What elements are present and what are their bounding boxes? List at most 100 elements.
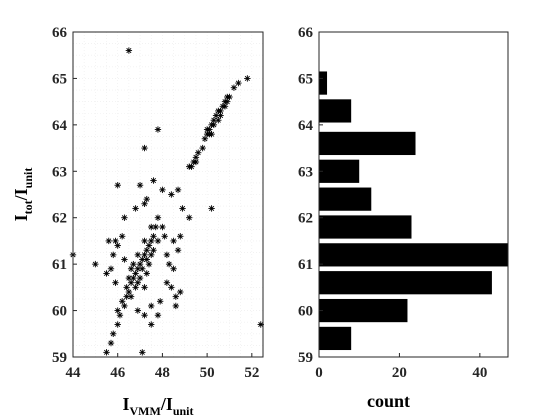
data-point (159, 223, 166, 231)
y-tick-label: 65 (52, 71, 67, 87)
data-point (150, 247, 157, 254)
data-point (125, 274, 133, 282)
data-point (154, 214, 162, 221)
data-point (110, 330, 117, 337)
data-point (114, 307, 121, 314)
histogram-x-ticks: 0 20 40 (315, 353, 487, 381)
data-point (163, 279, 171, 286)
data-point (141, 251, 148, 259)
scatter-panel: 44 46 48 50 52 59 60 61 62 63 64 65 66 IVMM/Iunit I… (11, 25, 264, 418)
y-tick-label: 60 (52, 304, 67, 320)
data-point (217, 112, 224, 119)
data-point (139, 349, 146, 356)
data-point (235, 79, 242, 87)
data-point (92, 260, 99, 268)
scatter-y-ticks: 59 60 61 62 63 64 65 66 (52, 25, 77, 366)
data-point (114, 321, 121, 328)
data-point (161, 233, 168, 240)
data-point (127, 265, 135, 272)
data-point (141, 200, 148, 207)
data-point (168, 284, 175, 291)
data-point (174, 186, 182, 194)
data-point (148, 223, 155, 231)
y-tick-label: 61 (298, 257, 313, 273)
data-point (208, 205, 215, 212)
data-point (179, 205, 186, 212)
data-point (186, 163, 193, 170)
histogram-bar (319, 298, 408, 323)
data-point (105, 237, 112, 245)
data-point (177, 288, 184, 296)
data-point (154, 126, 162, 133)
histogram-bar (319, 271, 492, 295)
histogram-y-ticks: 59 60 61 62 63 64 65 66 (298, 25, 323, 366)
x-tick-label: 46 (110, 365, 126, 381)
y-tick-label: 62 (298, 211, 313, 227)
data-point (118, 298, 126, 305)
data-point (177, 233, 184, 240)
data-point (134, 279, 142, 286)
histogram-bars (319, 71, 508, 351)
scatter-points (69, 47, 264, 356)
data-point (132, 270, 139, 277)
data-point (103, 349, 110, 356)
data-point (174, 247, 182, 254)
data-point (148, 237, 155, 245)
data-point (224, 93, 231, 101)
data-point (163, 251, 171, 259)
x-tick-label: 52 (244, 365, 259, 381)
scatter-frame (72, 31, 264, 358)
data-point (134, 307, 142, 314)
data-point (141, 312, 148, 319)
data-point (121, 214, 128, 221)
x-tick-label: 40 (472, 365, 487, 381)
data-point (143, 256, 150, 263)
data-point (114, 242, 121, 249)
data-point (136, 182, 144, 189)
y-tick-label: 63 (52, 164, 67, 180)
data-point (210, 121, 218, 129)
scatter-x-ticks: 44 46 48 50 52 (66, 353, 259, 381)
data-point (186, 214, 193, 221)
data-point (112, 279, 119, 286)
data-point (132, 284, 139, 291)
y-tick-label: 59 (298, 350, 313, 366)
x-tick-label: 44 (66, 365, 82, 381)
data-point (130, 260, 137, 268)
data-point (244, 75, 251, 82)
data-point (168, 191, 175, 198)
histogram-bar (319, 131, 416, 156)
histogram-bar (319, 159, 360, 183)
data-point (148, 251, 155, 259)
y-tick-label: 64 (52, 118, 68, 134)
histogram-bar (319, 99, 352, 123)
x-tick-label: 48 (155, 365, 170, 381)
y-tick-label: 66 (52, 25, 68, 41)
data-point (148, 321, 155, 328)
y-tick-label: 64 (298, 118, 314, 134)
data-point (130, 274, 137, 282)
data-point (170, 265, 177, 272)
histogram-bar (319, 326, 352, 351)
data-point (118, 233, 126, 240)
data-point (143, 270, 150, 277)
data-point (192, 158, 200, 166)
data-point (143, 195, 150, 203)
data-point (199, 144, 206, 152)
histogram-bar (319, 71, 328, 95)
y-tick-label: 60 (298, 304, 313, 320)
data-point (107, 265, 115, 272)
data-point (154, 312, 162, 319)
data-point (215, 117, 222, 124)
data-point (112, 237, 119, 245)
data-point (134, 265, 142, 272)
data-point (127, 293, 135, 300)
histogram-frame (318, 31, 509, 358)
histogram-bar (319, 187, 372, 211)
data-point (139, 265, 146, 272)
y-tick-label: 59 (52, 350, 67, 366)
data-point (156, 298, 164, 305)
scatter-x-axis-label: IVMM/Iunit (122, 394, 193, 418)
